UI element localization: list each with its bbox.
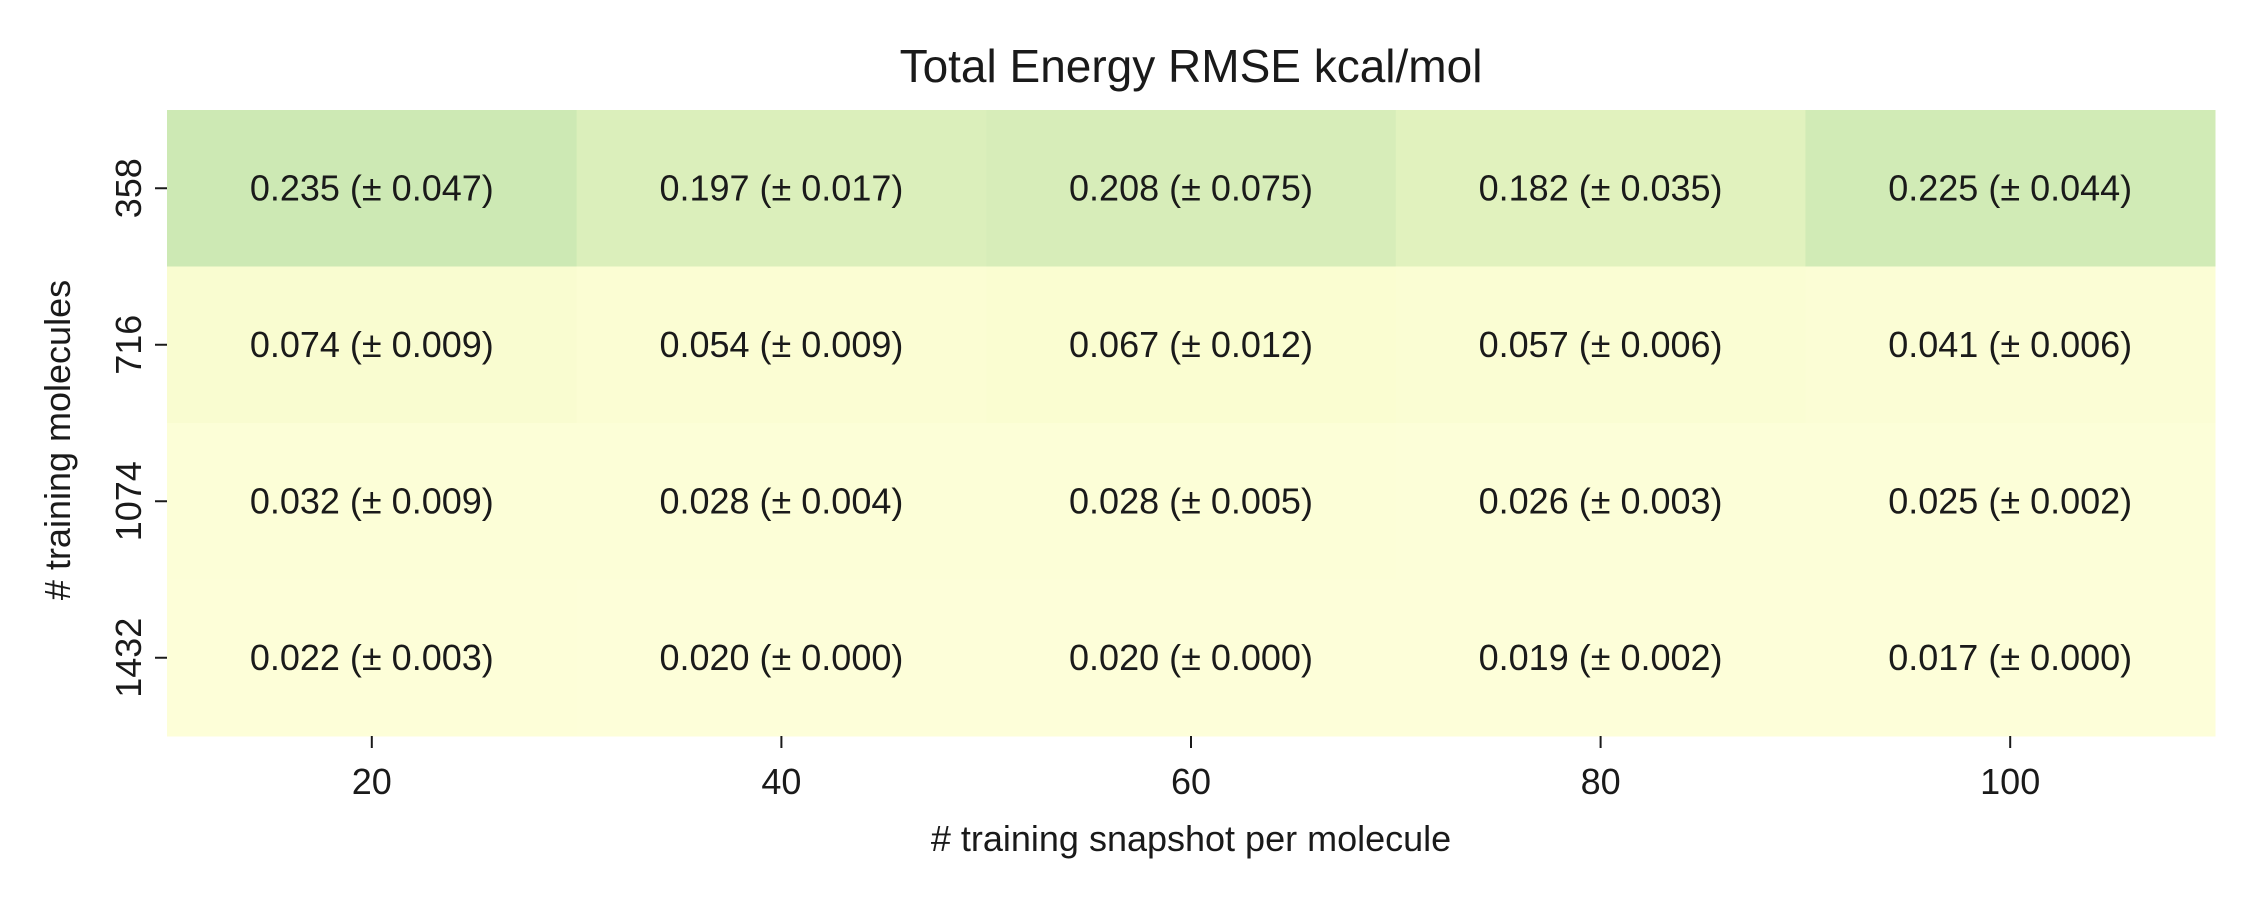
cell-value-label: 0.022 (± 0.003) xyxy=(250,637,494,678)
cell-value-label: 0.041 (± 0.006) xyxy=(1888,324,2132,365)
heatmap-cell xyxy=(1395,579,1806,737)
heatmap-cell xyxy=(167,110,578,267)
cell-value-label: 0.017 (± 0.000) xyxy=(1888,637,2132,678)
heatmap-cell xyxy=(1805,423,2216,580)
cell-value-label: 0.019 (± 0.002) xyxy=(1479,637,1723,678)
heatmap-cell xyxy=(1395,110,1806,267)
x-tick-label: 100 xyxy=(1980,761,2040,802)
heatmap-cell xyxy=(167,266,578,424)
cell-value-label: 0.225 (± 0.044) xyxy=(1888,167,2132,208)
x-tick-label: 60 xyxy=(1171,761,1211,802)
heatmap-cell xyxy=(167,579,578,737)
cell-value-label: 0.025 (± 0.002) xyxy=(1888,480,2132,521)
heatmap-cell xyxy=(1805,579,2216,737)
cell-value-label: 0.032 (± 0.009) xyxy=(250,480,494,521)
cell-value-label: 0.235 (± 0.047) xyxy=(250,167,494,208)
x-axis-label: # training snapshot per molecule xyxy=(931,818,1451,859)
cell-value-label: 0.020 (± 0.000) xyxy=(659,637,903,678)
y-axis: 358 716 1074 1432 xyxy=(108,158,167,698)
heatmap-cell xyxy=(1805,266,2216,424)
cell-value-label: 0.074 (± 0.009) xyxy=(250,324,494,365)
heatmap-cell xyxy=(167,423,578,580)
cell-value-label: 0.028 (± 0.004) xyxy=(659,480,903,521)
heatmap-cell xyxy=(986,266,1397,424)
heatmap-cell xyxy=(576,423,987,580)
heatmap-cell xyxy=(986,110,1397,267)
cell-value-label: 0.028 (± 0.005) xyxy=(1069,480,1313,521)
heatmap-cell-labels: 0.235 (± 0.047) 0.197 (± 0.017) 0.208 (± 0… xyxy=(250,167,2132,678)
cell-value-label: 0.054 (± 0.009) xyxy=(659,324,903,365)
heatmap-cell xyxy=(576,579,987,737)
heatmap-cell xyxy=(1805,110,2216,267)
x-axis: 20 40 60 80 100 xyxy=(352,736,2040,802)
y-axis-label: # training molecules xyxy=(37,280,78,600)
heatmap-cell xyxy=(986,423,1397,580)
y-tick-label: 358 xyxy=(108,158,149,218)
cell-value-label: 0.197 (± 0.017) xyxy=(659,167,903,208)
heatmap-cell xyxy=(576,110,987,267)
x-tick-label: 40 xyxy=(761,761,801,802)
heatmap-cells xyxy=(167,110,2216,737)
y-tick-label: 1432 xyxy=(108,618,149,698)
x-tick-label: 20 xyxy=(352,761,392,802)
x-tick-label: 80 xyxy=(1581,761,1621,802)
cell-value-label: 0.026 (± 0.003) xyxy=(1479,480,1723,521)
y-tick-label: 1074 xyxy=(108,461,149,541)
y-tick-label: 716 xyxy=(108,315,149,375)
chart-title: Total Energy RMSE kcal/mol xyxy=(900,40,1483,92)
cell-value-label: 0.057 (± 0.006) xyxy=(1479,324,1723,365)
heatmap-cell xyxy=(986,579,1397,737)
cell-value-label: 0.182 (± 0.035) xyxy=(1479,167,1723,208)
cell-value-label: 0.067 (± 0.012) xyxy=(1069,324,1313,365)
heatmap-cell xyxy=(1395,266,1806,424)
cell-value-label: 0.208 (± 0.075) xyxy=(1069,167,1313,208)
heatmap-cell xyxy=(1395,423,1806,580)
heatmap-cell xyxy=(576,266,987,424)
cell-value-label: 0.020 (± 0.000) xyxy=(1069,637,1313,678)
